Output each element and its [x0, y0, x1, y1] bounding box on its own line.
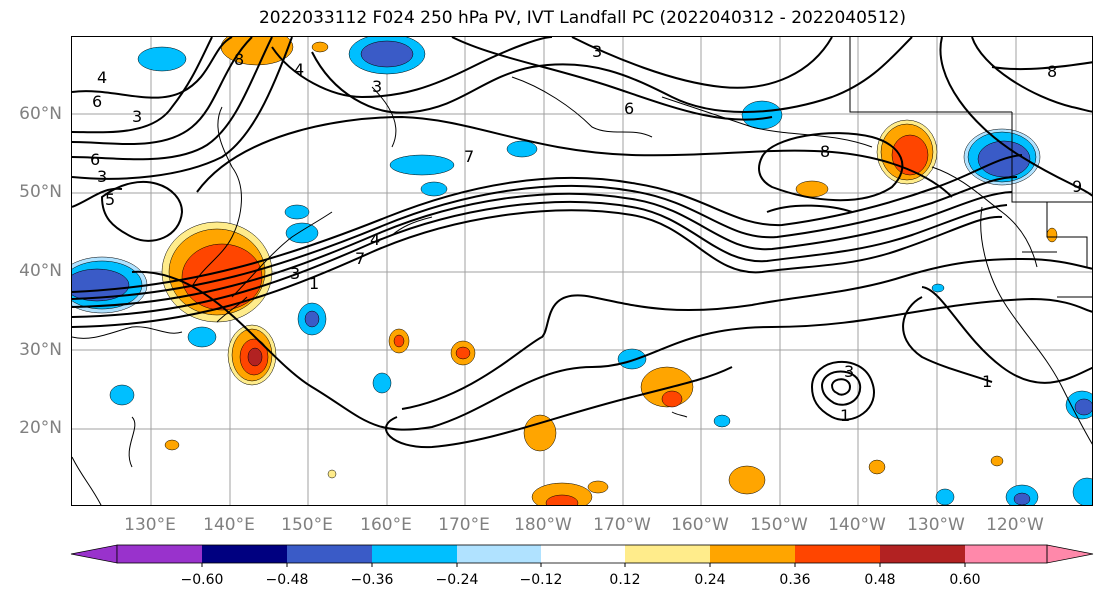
contour-label: 6 — [624, 99, 634, 118]
lon-label-170w: 170°W — [593, 515, 651, 535]
contour-label: 7 — [355, 249, 365, 268]
contour-label: 8 — [820, 142, 830, 161]
lat-label-40n: 40°N — [19, 261, 62, 281]
colorbar-extend-high — [1046, 544, 1094, 564]
contour-label: 1 — [982, 372, 992, 391]
lon-label-150w: 150°W — [750, 515, 808, 535]
colorbar-bin — [965, 545, 1047, 563]
contour-label: 3 — [372, 77, 382, 96]
contour-label: 3 — [844, 362, 854, 381]
coastlines — [72, 37, 1092, 505]
contour-label: 7 — [464, 147, 474, 166]
lat-label-30n: 30°N — [19, 340, 62, 360]
colorbar — [70, 544, 1094, 567]
colorbar-tick-label: −0.24 — [435, 572, 479, 588]
colorbar-outline — [116, 544, 1048, 564]
lon-label-160e: 160°E — [360, 515, 412, 535]
contour-label: 6 — [92, 92, 102, 111]
colorbar-tick-label: −0.48 — [265, 572, 309, 588]
contour-label: 8 — [234, 50, 244, 69]
colorbar-bin — [541, 545, 625, 563]
colorbar-bin — [457, 545, 541, 563]
contour-label: 9 — [1072, 177, 1082, 196]
colorbar-tick-label: 0.12 — [609, 572, 641, 588]
contour-label: 8 — [1047, 62, 1057, 81]
colorbar-ticks — [201, 563, 966, 567]
colorbar-bin — [710, 545, 795, 563]
lat-label-60n: 60°N — [19, 104, 62, 124]
lon-label-160w: 160°W — [671, 515, 729, 535]
lon-label-140w: 140°W — [828, 515, 886, 535]
colorbar-bin — [625, 545, 710, 563]
lon-label-150e: 150°E — [281, 515, 333, 535]
contour-label: 3 — [290, 264, 300, 283]
contour-label: 3 — [132, 107, 142, 126]
colorbar-tick-label: −0.36 — [350, 572, 394, 588]
colorbar-bin — [117, 545, 202, 563]
contour-label: 3 — [97, 167, 107, 186]
colorbar-bin — [880, 545, 965, 563]
contour-label: 1 — [309, 274, 319, 293]
colorbar-tick-label: −0.60 — [180, 572, 224, 588]
contour-label: 6 — [90, 150, 100, 169]
colorbar-bin — [202, 545, 287, 563]
ivt-anomaly-fill — [72, 37, 1092, 505]
lon-label-130w: 130°W — [907, 515, 965, 535]
colorbar-extend-low — [70, 544, 118, 564]
colorbar-bin — [795, 545, 880, 563]
lat-label-50n: 50°N — [19, 182, 62, 202]
contour-label: 5 — [105, 190, 115, 209]
lon-label-130e: 130°E — [124, 515, 176, 535]
colorbar-tick-label: 0.48 — [864, 572, 896, 588]
map-panel: 4 6 3 8 4 3 5 6 3 3 6 7 8 8 9 4 3 1 7 3 … — [71, 36, 1093, 506]
colorbar-tick-label: 0.36 — [779, 572, 811, 588]
contour-label: 4 — [370, 230, 380, 249]
colorbar-bin — [372, 545, 457, 563]
lon-label-180w: 180°W — [514, 515, 572, 535]
contour-label: 4 — [97, 68, 107, 87]
map-canvas: 4 6 3 8 4 3 5 6 3 3 6 7 8 8 9 4 3 1 7 3 … — [72, 37, 1092, 505]
colorbar-tick-label: −0.12 — [519, 572, 563, 588]
lon-label-170e: 170°E — [438, 515, 490, 535]
contour-label: 3 — [592, 42, 602, 61]
contour-label: 1 — [840, 406, 850, 425]
colorbar-tick-label: 0.24 — [694, 572, 726, 588]
lon-label-120w: 120°W — [986, 515, 1044, 535]
lon-label-140e: 140°E — [203, 515, 255, 535]
contour-label: 4 — [294, 60, 304, 79]
colorbar-bin — [287, 545, 372, 563]
pv-contours — [72, 37, 1092, 449]
figure-title: 2022033112 F024 250 hPa PV, IVT Landfall… — [258, 8, 906, 28]
contour-label-group: 4 6 3 8 4 3 5 6 3 3 6 7 8 8 9 4 3 1 7 3 … — [90, 42, 1082, 425]
colorbar-tick-label: 0.60 — [949, 572, 981, 588]
lat-label-20n: 20°N — [19, 418, 62, 438]
